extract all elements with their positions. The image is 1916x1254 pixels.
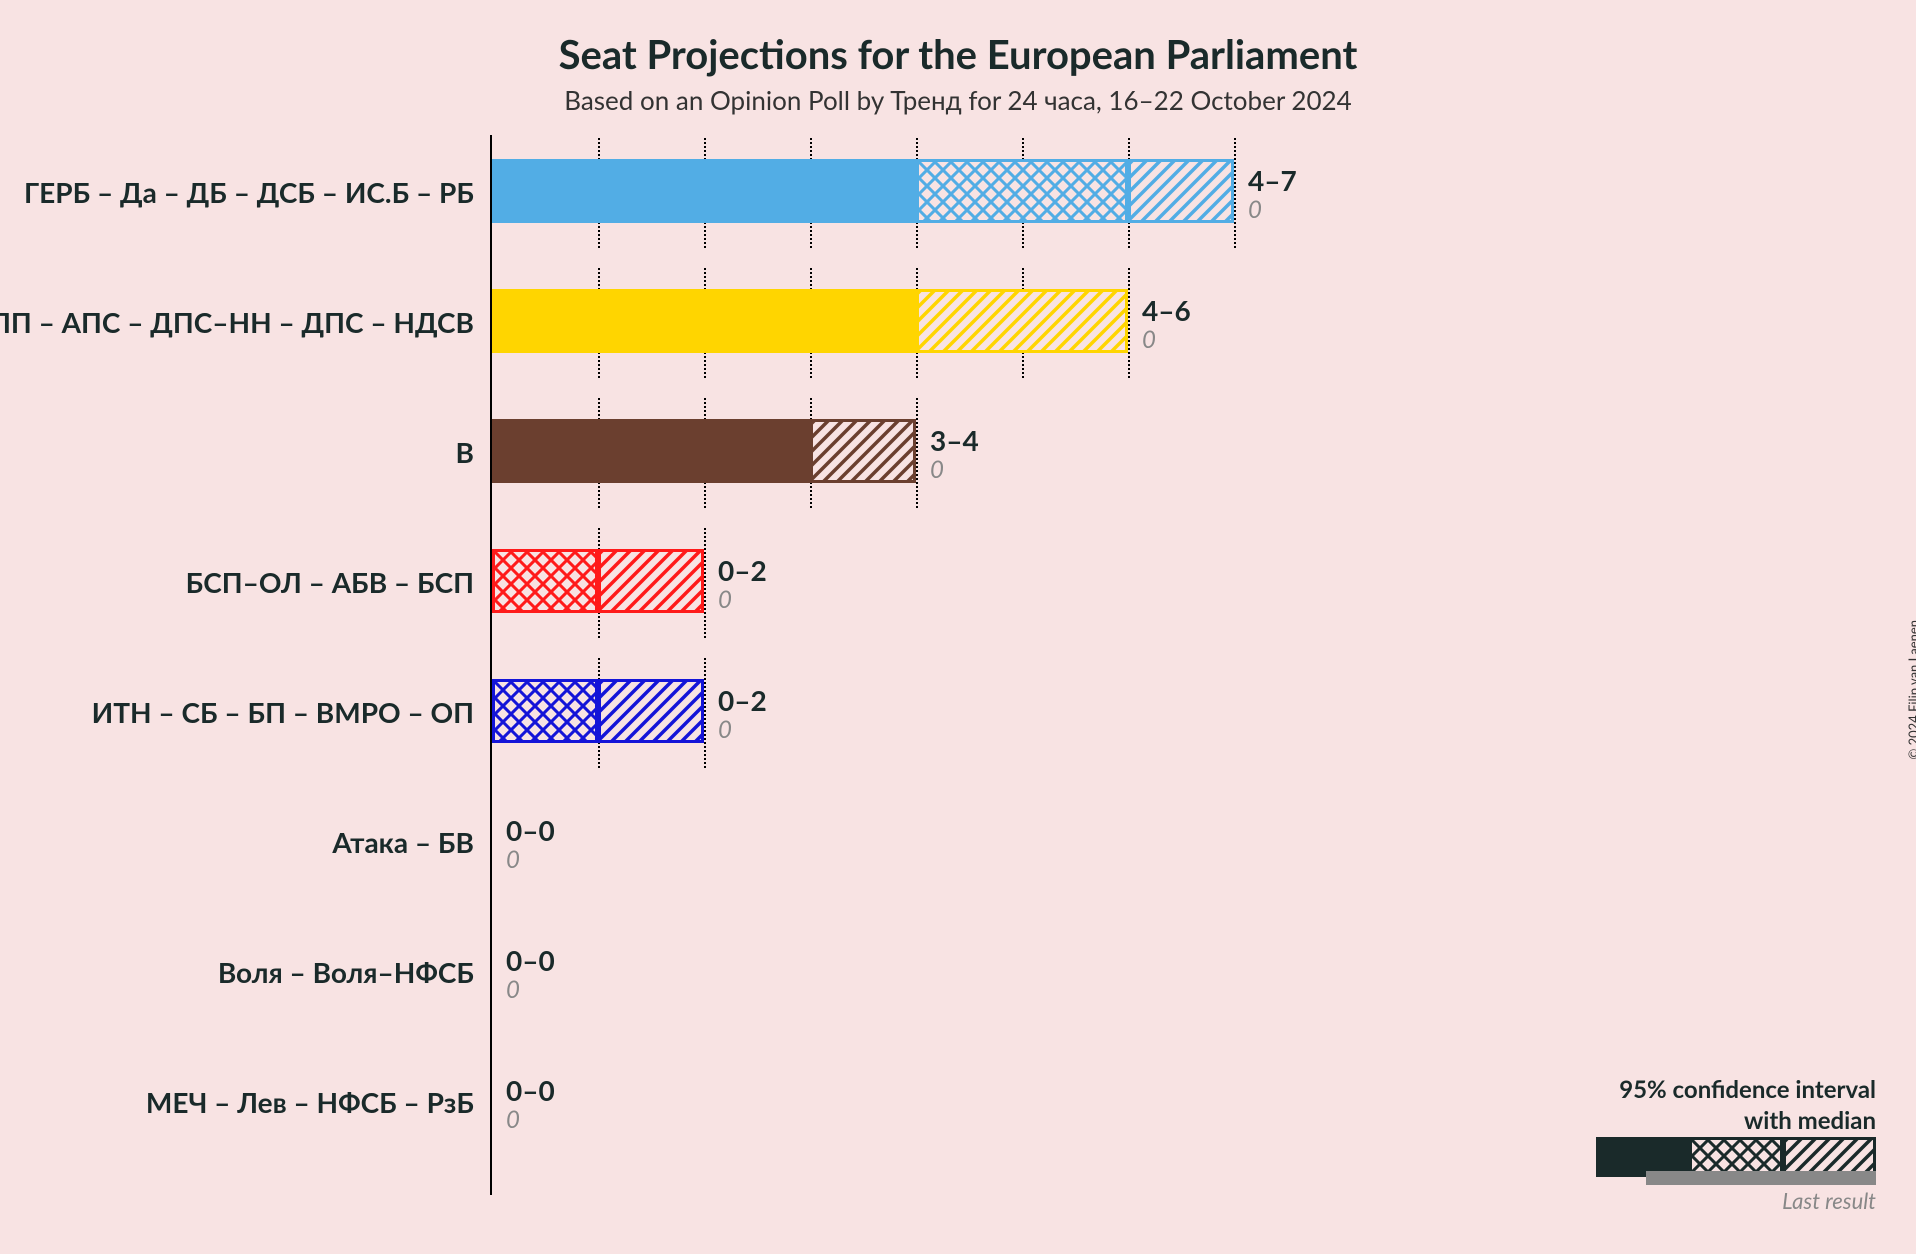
bar-solid bbox=[492, 419, 810, 483]
range-label: 0–0 bbox=[506, 813, 555, 847]
bar-crosshatch bbox=[492, 679, 598, 743]
bar-diag bbox=[598, 549, 704, 613]
chart-subtitle: Based on an Opinion Poll by Тренд for 24… bbox=[0, 84, 1916, 116]
grid-line bbox=[1128, 268, 1130, 378]
range-label: 4–6 bbox=[1142, 293, 1191, 327]
prev-label: 0 bbox=[718, 585, 732, 614]
range-label: 0–0 bbox=[506, 1073, 555, 1107]
row-label: ГЕРБ – Да – ДБ – ДСБ – ИС.Б – РБ bbox=[24, 175, 474, 209]
legend-line2: with median bbox=[1596, 1106, 1876, 1135]
range-label: 0–0 bbox=[506, 943, 555, 977]
bar-diag bbox=[810, 419, 916, 483]
chart-title: Seat Projections for the European Parlia… bbox=[0, 0, 1916, 78]
grid-line bbox=[704, 528, 706, 638]
prev-label: 0 bbox=[506, 1105, 520, 1134]
legend-line1: 95% confidence interval bbox=[1596, 1075, 1876, 1104]
row-label: БСП–ОЛ – АБВ – БСП bbox=[186, 565, 474, 599]
range-label: 4–7 bbox=[1248, 163, 1297, 197]
row-label: Атака – БВ bbox=[332, 825, 474, 859]
prev-label: 0 bbox=[506, 845, 520, 874]
grid-line bbox=[916, 398, 918, 508]
legend-prev-bar bbox=[1646, 1171, 1876, 1185]
chart-area: ГЕРБ – Да – ДБ – ДСБ – ИС.Б – РБ4–70ПП –… bbox=[490, 135, 1790, 1215]
legend-prev-label: Last result bbox=[1596, 1187, 1876, 1214]
row-label: Воля – Воля–НФСБ bbox=[218, 955, 474, 989]
row-label: ИТН – СБ – БП – ВМРО – ОП bbox=[92, 695, 474, 729]
bar-solid bbox=[492, 289, 916, 353]
bar-diag bbox=[916, 289, 1128, 353]
bar-solid bbox=[492, 159, 916, 223]
range-label: 0–2 bbox=[718, 553, 767, 587]
bar-diag bbox=[598, 679, 704, 743]
bar-diag bbox=[1128, 159, 1234, 223]
bar-crosshatch bbox=[492, 549, 598, 613]
grid-line bbox=[1234, 138, 1236, 248]
bar-crosshatch bbox=[916, 159, 1128, 223]
prev-label: 0 bbox=[1142, 325, 1156, 354]
row-label: ПП – АПС – ДПС–НН – ДПС – НДСВ bbox=[0, 305, 474, 339]
range-label: 0–2 bbox=[718, 683, 767, 717]
range-label: 3–4 bbox=[930, 423, 979, 457]
row-label: В bbox=[456, 435, 474, 469]
copyright-text: © 2024 Filip van Laenen bbox=[1906, 620, 1916, 760]
grid-line bbox=[704, 658, 706, 768]
prev-label: 0 bbox=[718, 715, 732, 744]
prev-label: 0 bbox=[506, 975, 520, 1004]
prev-label: 0 bbox=[930, 455, 944, 484]
prev-label: 0 bbox=[1248, 195, 1262, 224]
legend: 95% confidence interval with median Last… bbox=[1596, 1075, 1876, 1214]
row-label: МЕЧ – Лев – НФСБ – РзБ bbox=[146, 1085, 474, 1119]
